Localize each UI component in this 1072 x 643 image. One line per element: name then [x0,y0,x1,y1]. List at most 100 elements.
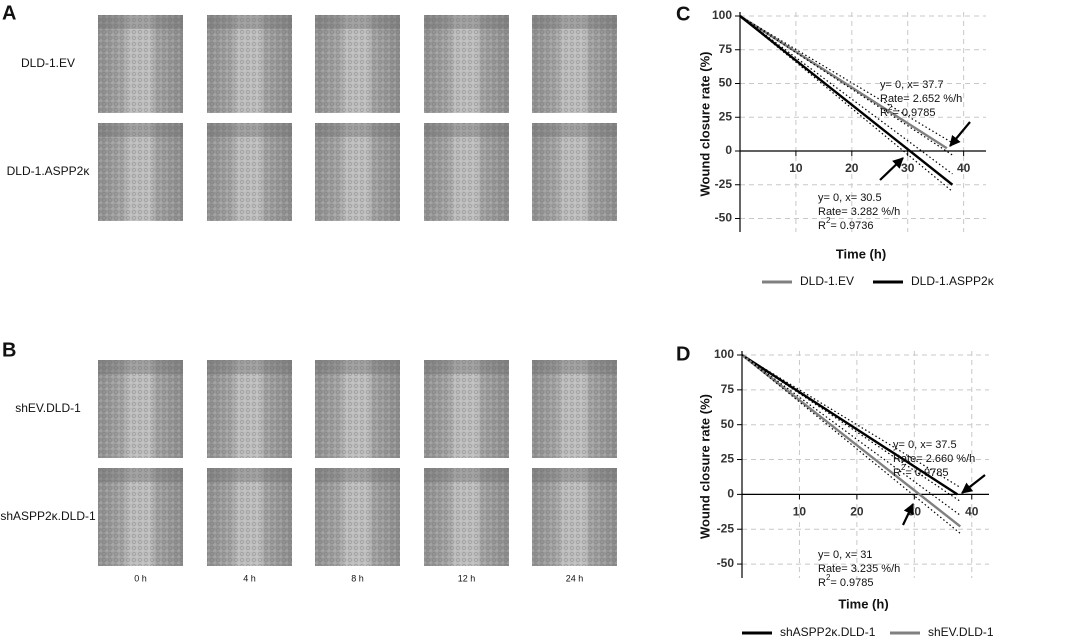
micrograph-shade [98,123,183,137]
micrograph-texture [424,468,509,566]
row-label: DLD-1.ASPP2κ [7,164,91,178]
annotation-r2: R2= 0.9785 [893,463,949,479]
micrograph-texture [424,15,509,113]
x-tick-label: 20 [850,505,864,519]
series-line [739,15,954,186]
micrograph-texture [207,123,292,221]
y-tick-label: 25 [721,452,735,466]
annotation-text: y= 0, x= 37.7 [880,79,944,91]
annotation-r2-part: R [880,107,888,119]
micrograph-texture [532,15,617,113]
row-label: shASPP2κ.DLD-1 [0,509,96,523]
y-tick-label: 75 [721,382,735,396]
micrograph-shade [424,468,509,482]
x-axis-title: Time (h) [836,246,886,261]
y-tick-label: -50 [717,556,735,570]
annotation-text: y= 0, x= 31 [818,549,872,561]
annotation-text: Rate= 2.652 %/h [880,93,962,105]
annotation-r2-part: 2 [826,216,831,225]
legend-label: shASPP2κ.DLD-1 [780,625,876,639]
micrograph-shade [315,360,400,374]
micrograph-texture [315,360,400,458]
micrograph-texture [315,15,400,113]
micrograph-shade [532,123,617,137]
micrograph-texture [98,15,183,113]
x-tick-label: 10 [789,161,803,175]
y-axis-title: Wound closure rate (%) [697,394,712,539]
panel-letter: C [676,3,690,25]
x-tick-label: 10 [793,505,807,519]
annotation-text: y= 0, x= 30.5 [818,192,882,204]
micrograph-shade [207,468,292,482]
panel-letter: A [2,2,16,24]
y-tick-label: 100 [714,347,734,361]
micrograph-shade [315,468,400,482]
micrograph-shade [532,15,617,29]
annotation-r2: R2= 0.9736 [818,216,874,232]
annotation-arrow [961,474,986,494]
micrograph-shade [207,15,292,29]
annotation-r2-part: = 0.9785 [905,467,948,479]
micrograph-texture [98,123,183,221]
y-tick-label: 50 [719,76,733,90]
y-tick-label: 0 [725,143,732,157]
series-line [741,354,962,528]
annotation-r2-part: = 0.9736 [830,220,873,232]
micrograph-texture [98,360,183,458]
timepoint-label: 0 h [134,573,147,583]
annotation-r2-part: = 0.9785 [830,577,873,589]
annotation-arrow [902,503,914,526]
y-tick-label: 25 [719,109,733,123]
annotation-r2-part: = 0.9785 [892,107,935,119]
row-label: shEV.DLD-1 [15,401,81,415]
micrograph-texture [315,468,400,566]
x-tick-label: 40 [965,505,979,519]
annotation-r2-part: R [893,467,901,479]
micrograph-texture [532,123,617,221]
y-tick-label: 100 [712,8,732,22]
row-label: DLD-1.EV [21,56,75,70]
y-tick-label: 75 [719,42,733,56]
micrograph-texture [315,123,400,221]
confidence-line [741,354,961,488]
micrograph-texture [424,123,509,221]
micrograph-shade [315,15,400,29]
annotation-text: Rate= 2.660 %/h [893,453,975,465]
micrograph-shade [98,360,183,374]
annotation-r2-part: R [818,577,826,589]
micrograph-texture [98,468,183,566]
micrograph-shade [532,360,617,374]
confidence-line [741,354,961,516]
micrograph-shade [424,360,509,374]
timepoint-label: 8 h [351,573,364,583]
y-tick-label: -50 [715,211,733,225]
annotation-arrow [949,121,971,147]
x-tick-label: 20 [845,161,859,175]
micrograph-shade [98,15,183,29]
x-tick-label: 40 [957,161,971,175]
y-tick-label: 0 [727,487,734,501]
timepoint-label: 24 h [566,573,584,583]
annotation-arrow [879,157,904,181]
timepoint-label: 12 h [458,573,476,583]
micrograph-texture [532,468,617,566]
confidence-line [739,15,953,175]
series-line [741,353,959,496]
legend-label: shEV.DLD-1 [928,625,994,639]
y-tick-label: -25 [715,177,733,191]
micrograph-texture [532,360,617,458]
y-axis-title: Wound closure rate (%) [697,52,712,197]
panel-letter: D [676,343,690,365]
annotation-text: Rate= 3.282 %/h [818,206,900,218]
x-tick-label: 30 [901,161,915,175]
confidence-line [741,354,961,534]
micrograph-texture [207,468,292,566]
legend-label: DLD-1.EV [800,274,854,288]
micrograph-texture [424,360,509,458]
annotation-r2-part: R [818,220,826,232]
y-tick-label: -25 [717,521,735,535]
micrograph-shade [424,15,509,29]
micrograph-shade [98,468,183,482]
x-axis-title: Time (h) [838,596,888,611]
